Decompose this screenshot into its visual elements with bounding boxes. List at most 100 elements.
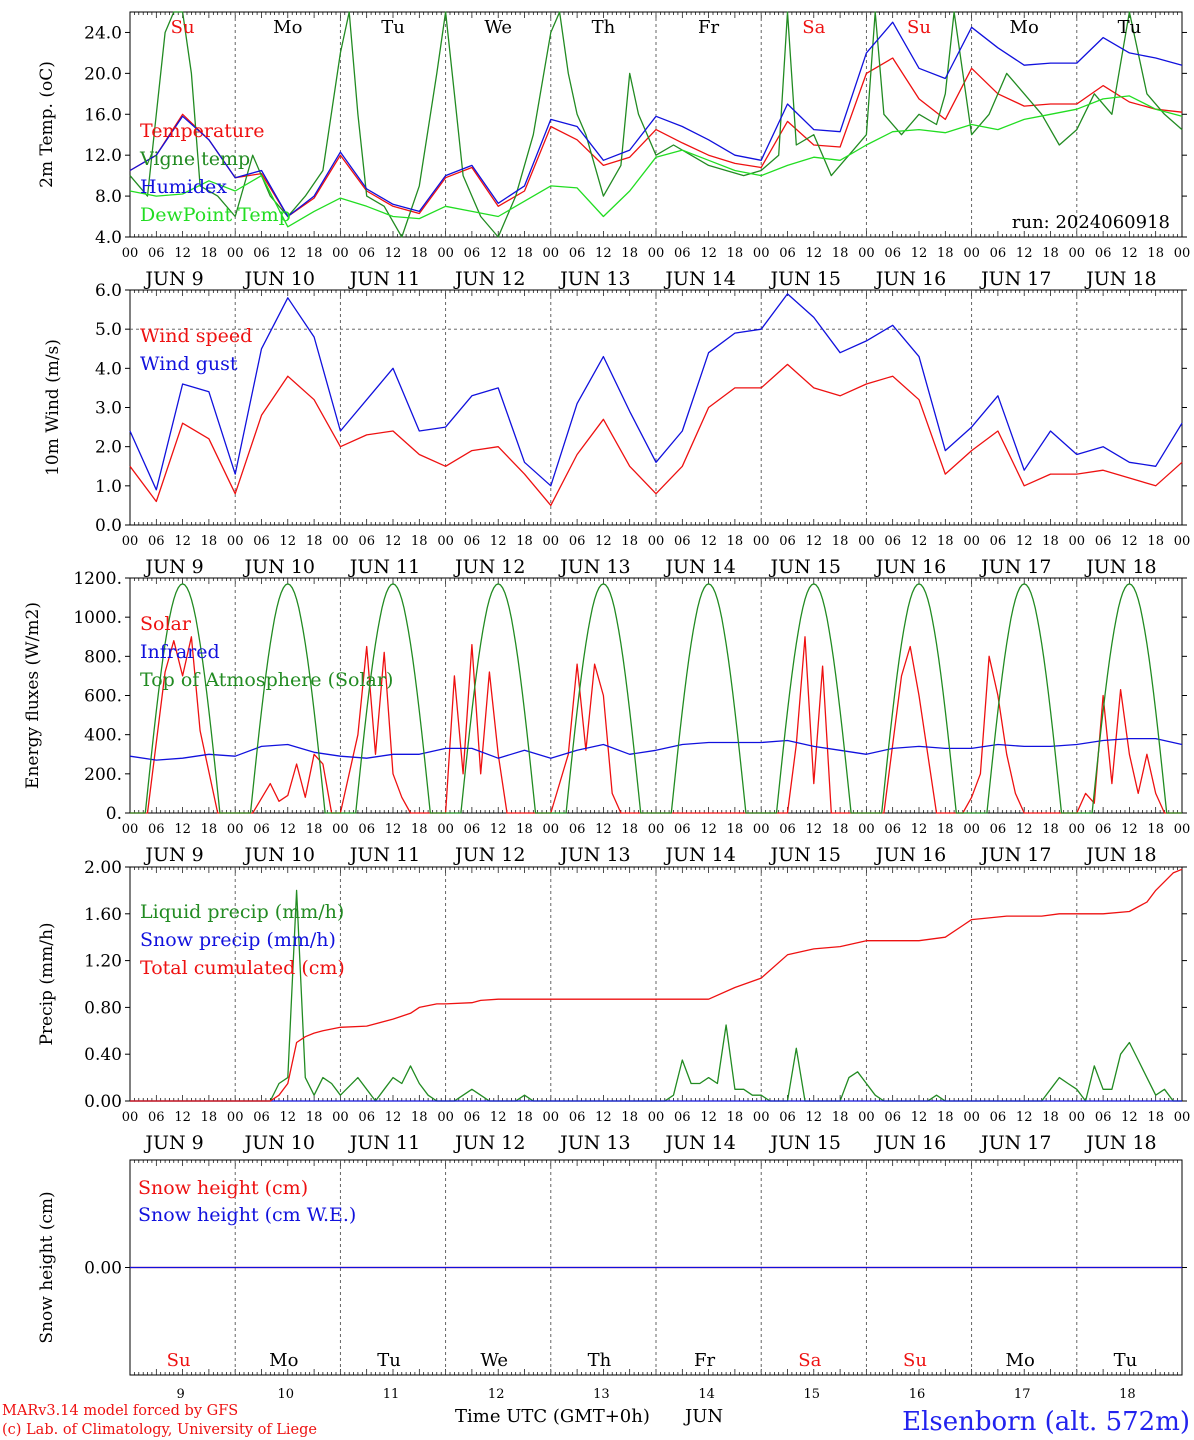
hour-label: 06: [884, 1110, 901, 1125]
hour-label: 00: [332, 1110, 349, 1125]
hour-label: 12: [595, 534, 612, 549]
hour-label: 06: [253, 822, 270, 837]
hour-label: 00: [1174, 246, 1191, 261]
y-tick-label: 1000.: [73, 608, 122, 628]
date-label: JUN 9: [143, 844, 203, 866]
y-axis-label: Energy fluxes (W/m2): [23, 602, 43, 789]
hour-label: 12: [1121, 1110, 1138, 1125]
hour-label: 12: [911, 1110, 928, 1125]
hour-label: 18: [306, 1110, 323, 1125]
hour-label: 06: [1095, 1110, 1112, 1125]
hour-label: 00: [437, 822, 454, 837]
hour-label: 06: [990, 534, 1007, 549]
day-number: 16: [909, 1387, 926, 1402]
hour-label: 12: [806, 822, 823, 837]
hour-label: 18: [1147, 822, 1164, 837]
hour-label: 06: [358, 822, 375, 837]
hour-label: 00: [122, 1110, 139, 1125]
date-label: JUN 14: [663, 1132, 735, 1154]
panel-3: 0. 200. 400. 600. 800. 1000. 1200. Energy fluxe…: [23, 569, 1190, 866]
hour-label: 00: [963, 1110, 980, 1125]
day-abbr: Su: [167, 1350, 191, 1371]
hour-label: 12: [911, 822, 928, 837]
hour-label: 12: [911, 534, 928, 549]
hour-label: 00: [858, 246, 875, 261]
day-abbr: Tu: [1118, 17, 1142, 38]
hour-label: 18: [201, 534, 218, 549]
y-axis-label: 2m Temp. (oC): [37, 61, 57, 188]
hour-label: 12: [1016, 246, 1033, 261]
hour-label: 18: [516, 1110, 533, 1125]
model-credit: MARv3.14 model forced by GFS: [2, 1403, 238, 1419]
hour-label: 12: [280, 246, 297, 261]
day-abbr: Tu: [377, 1350, 401, 1371]
legend-entry: Vigne temp: [139, 148, 250, 170]
y-tick-label: 4.0: [95, 228, 122, 248]
day-number: 18: [1119, 1387, 1136, 1402]
legend-entry: DewPoint Temp: [140, 204, 291, 226]
hour-label: 00: [543, 534, 560, 549]
hour-label: 18: [1042, 1110, 1059, 1125]
hour-label: 18: [1147, 534, 1164, 549]
hour-label: 00: [1174, 822, 1191, 837]
hour-label: 00: [227, 246, 244, 261]
hour-label: 12: [1016, 534, 1033, 549]
hour-label: 18: [201, 822, 218, 837]
date-label: JUN 15: [769, 268, 841, 290]
hour-label: 06: [358, 1110, 375, 1125]
day-abbr: Mo: [273, 17, 302, 38]
day-number: 10: [278, 1387, 295, 1402]
y-axis-label: Precip (mm/h): [37, 922, 57, 1045]
hour-label: 00: [1069, 534, 1086, 549]
date-label: JUN 17: [979, 268, 1051, 290]
hour-label: 00: [648, 822, 665, 837]
hour-label: 06: [569, 534, 586, 549]
hour-label: 06: [779, 246, 796, 261]
hour-label: 06: [464, 246, 481, 261]
hour-label: 00: [1069, 246, 1086, 261]
hour-label: 06: [358, 246, 375, 261]
hour-label: 12: [700, 1110, 717, 1125]
date-label: JUN 12: [453, 844, 525, 866]
hour-label: 06: [779, 1110, 796, 1125]
hour-label: 00: [332, 246, 349, 261]
run-label: run: 2024060918: [1012, 212, 1170, 233]
hour-label: 00: [648, 534, 665, 549]
hour-label: 18: [516, 822, 533, 837]
day-abbr: Th: [592, 17, 616, 38]
hour-label: 12: [1016, 822, 1033, 837]
date-label: JUN 12: [453, 268, 525, 290]
hour-label: 12: [385, 534, 402, 549]
date-label: JUN 13: [558, 268, 630, 290]
legend-entry: Temperature: [140, 120, 264, 142]
hour-label: 00: [753, 246, 770, 261]
hour-label: 06: [674, 822, 691, 837]
hour-label: 00: [437, 1110, 454, 1125]
date-label: JUN 15: [769, 1132, 841, 1154]
y-tick-label: 600.: [84, 687, 122, 707]
y-tick-label: 5.0: [95, 320, 122, 340]
hour-label: 18: [1042, 822, 1059, 837]
legend-entry: Infrared: [140, 641, 220, 663]
hour-label: 12: [385, 1110, 402, 1125]
y-tick-label: 8.0: [95, 187, 122, 207]
hour-label: 18: [937, 534, 954, 549]
y-tick-label: 0.: [106, 804, 122, 824]
hour-label: 06: [569, 1110, 586, 1125]
legend-entry: Snow precip (mm/h): [140, 929, 336, 951]
date-label: JUN 10: [243, 268, 315, 290]
hour-label: 18: [1042, 534, 1059, 549]
y-tick-label: 2.0: [95, 438, 122, 458]
y-tick-label: 800.: [84, 647, 122, 667]
day-abbr: Th: [588, 1350, 612, 1371]
hour-label: 00: [753, 1110, 770, 1125]
hour-label: 06: [674, 246, 691, 261]
series-temperature: [129, 57, 1183, 218]
y-axis-label: Snow height (cm): [37, 1191, 57, 1343]
hour-label: 06: [674, 534, 691, 549]
day-abbr: Fr: [698, 17, 719, 38]
hour-label: 00: [543, 822, 560, 837]
series-wind-gust: [129, 293, 1183, 491]
series-dewpoint-temp: [129, 95, 1183, 228]
hour-label: 06: [464, 534, 481, 549]
